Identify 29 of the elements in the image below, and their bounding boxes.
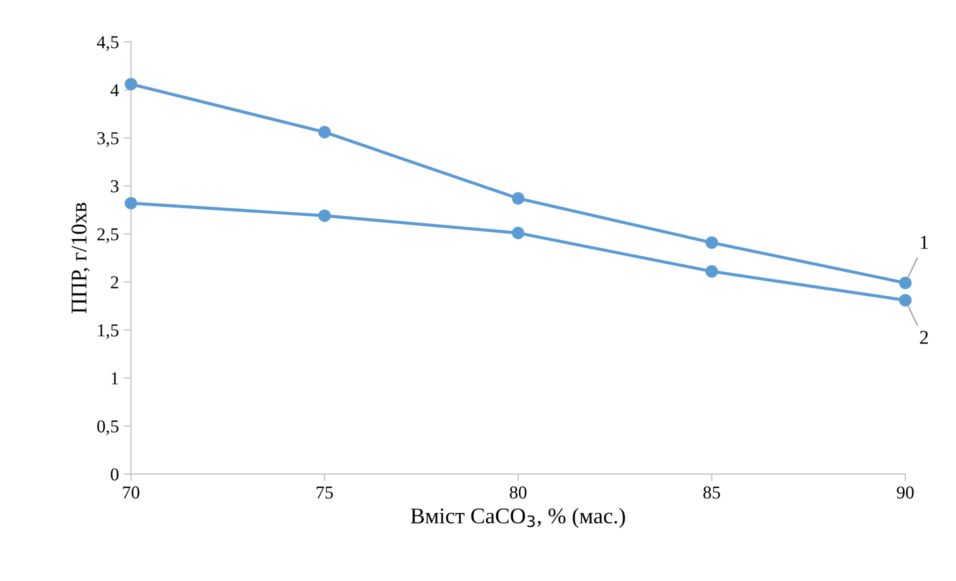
x-tick-label: 70 xyxy=(123,486,140,499)
point xyxy=(705,265,718,278)
point xyxy=(124,78,138,90)
y-tick-label: 3,5 xyxy=(97,132,118,147)
y-tick-label: 4 xyxy=(110,84,119,96)
point xyxy=(318,209,331,222)
x-tick-label: 75 xyxy=(316,486,333,499)
y-tick-label: 1 xyxy=(112,372,118,384)
series-label: 1 xyxy=(920,236,928,249)
point xyxy=(124,196,138,210)
x-axis-title: Вміст CaCO$_{3}$, % (мас.) xyxy=(410,508,625,528)
x-tick-label: 85 xyxy=(703,486,720,499)
point xyxy=(512,226,524,240)
y-tick-label: 0,5 xyxy=(97,420,118,436)
point xyxy=(899,276,912,290)
x-tick-label: 80 xyxy=(510,486,526,499)
y-tick-label: 4,5 xyxy=(96,36,118,51)
y-tick-label: 0 xyxy=(110,468,118,481)
point xyxy=(512,192,524,205)
x-tick-label: 90 xyxy=(896,486,914,499)
y-tick-label: 3 xyxy=(111,180,118,192)
series-label: 2 xyxy=(920,330,928,344)
y-tick-label: 1,5 xyxy=(98,324,118,340)
point xyxy=(705,236,718,249)
point xyxy=(318,126,331,138)
y-axis-title: ППР, г/10хв xyxy=(72,202,90,314)
y-tick-label: 2,5 xyxy=(97,228,118,243)
point xyxy=(899,294,912,306)
y-tick-label: 2 xyxy=(110,276,118,288)
